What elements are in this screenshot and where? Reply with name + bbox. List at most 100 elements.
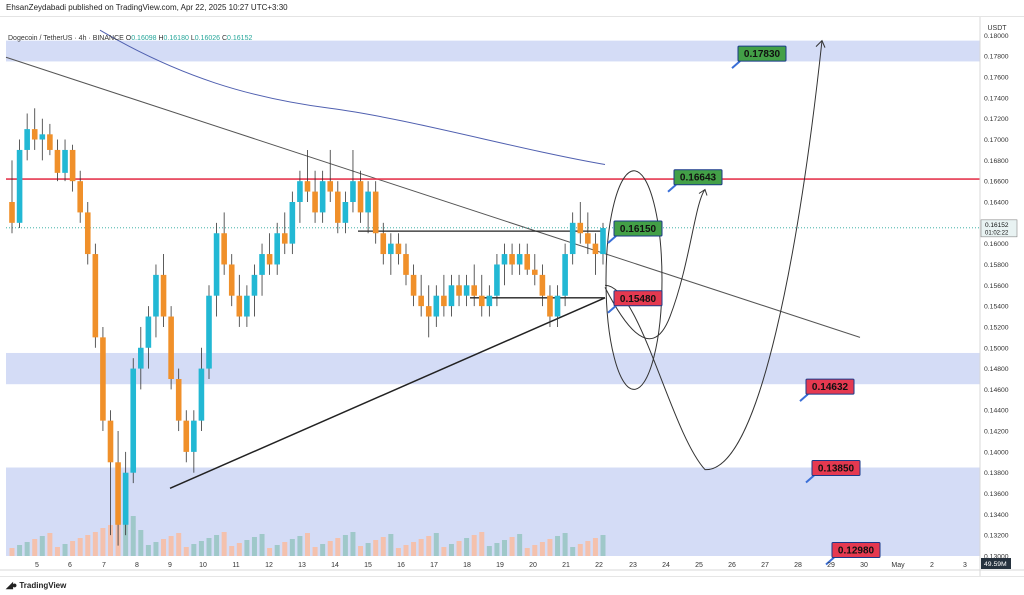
volume-bar [539,542,545,556]
volume-badge-text: 49.59M [984,561,1007,568]
candle-body [62,149,68,173]
volume-bar [335,538,341,556]
time-tick-label: 8 [135,562,139,569]
candle-body [274,233,280,265]
time-tick-label: 7 [102,562,106,569]
price-tick-label: 0.15800 [984,262,1009,269]
candle-body [297,181,303,202]
volume-badge [981,558,1011,569]
volume-bar [289,539,295,556]
volume-bar [244,540,250,556]
price-label-text: 0.12980 [838,545,875,556]
volume-bar [24,542,30,556]
volume-bar [229,546,235,556]
trend-drawings [5,29,980,490]
time-tick-label: 5 [35,562,39,569]
zone-0 [6,40,980,62]
volume-bar [494,543,500,556]
candle-body [77,181,83,213]
volume-bar [123,519,129,556]
projection-arrow-short [698,188,708,196]
candle-body [592,243,599,255]
time-tick-label: 12 [265,562,273,569]
zone-2 [6,467,980,556]
candle-body [183,420,190,452]
price-labels: 0.17830 0.16643 0.16150 0.15480 0.14632 0.138… [607,45,881,566]
candle-body [198,368,205,421]
price-label-box [613,290,663,307]
candle-body [486,295,493,307]
candle-body [39,134,46,140]
time-tick-label: 16 [397,562,405,569]
volume-bar [464,538,470,556]
candle-body [501,254,508,265]
candle-body [92,254,99,338]
candle-body [259,254,265,275]
candle-body [335,191,341,223]
price-tick-label: 0.15600 [984,283,1009,290]
price-chart[interactable]: 0.17830 0.16643 0.16150 0.15480 0.14632 0.138… [0,17,1024,576]
candle-body [532,269,538,275]
candle-body [289,202,296,244]
volume-bar [486,546,492,556]
candle-body [312,191,318,213]
volume-bar [479,532,485,556]
candle-body [145,316,152,348]
volume-bar [456,541,462,556]
candle-body [350,181,356,202]
price-tick-label: 0.13200 [984,533,1009,540]
price-label-text: 0.16150 [620,224,657,235]
time-axis[interactable]: 5 6 7 8 9 10 11 12 13 14 15 16 17 18 19 20 21 22 23 24 25 26 2… [0,562,1024,571]
label-pointer [607,305,617,314]
volume-bar [418,539,424,556]
candle-body [410,274,417,296]
volume-bar [312,547,318,556]
volume-bar [54,547,60,556]
volume-bar [517,534,523,556]
price-tick-label: 0.14000 [984,449,1009,456]
candle-body [403,254,409,275]
low-value: 0.16026 [194,35,221,42]
candle-body [425,306,432,317]
projection-path-long [604,40,823,471]
candle-body [213,233,220,296]
tradingview-logo[interactable]: ◢● TradingView [6,580,66,591]
price-tick-label: 0.14200 [984,429,1009,436]
candle-body [191,420,197,452]
volume-bar [365,543,371,556]
publisher-line: EhsanZeydabadi published on TradingView.… [6,3,288,12]
time-tick-label: May [891,562,905,569]
chart-frame[interactable]: 0.17830 0.16643 0.16150 0.15480 0.14632 0.138… [0,17,1024,576]
price-label-box [737,45,787,62]
price-tick-label: 0.14600 [984,387,1009,394]
volume-bar [267,548,273,556]
volume-bar [259,534,265,556]
volume-bar [47,533,53,556]
time-tick-label: 20 [529,562,537,569]
volume-bar [85,535,91,556]
open-value: 0.16098 [131,35,157,42]
volume-bar [600,535,606,556]
volume-bar [77,538,83,556]
label-pointer [667,183,677,193]
price-axis[interactable]: USDT 0.13000 0.13200 0.13400 0.13600 0.13800 0… [979,17,1018,576]
time-tick-label: 13 [298,562,306,569]
price-tick-label: 0.13000 [984,554,1009,561]
volume-bar [274,545,280,556]
candle-body [54,149,61,173]
current-price-value: 0.16152 [985,222,1009,229]
candle-body [122,472,129,525]
candle-body [418,295,424,307]
time-tick-label: 3 [963,562,967,569]
volume-bar [206,538,212,556]
candle-body [463,285,470,296]
price-tick-label: 0.13600 [984,491,1009,498]
price-tick-label: 0.13400 [984,512,1009,519]
candle-body [24,129,30,150]
candle-body [365,191,371,213]
ascending-trendline [169,297,606,490]
label-pointer [825,556,835,566]
candle-body [9,202,15,223]
price-tick-label: 0.17800 [984,54,1009,61]
volume-bar [547,539,553,556]
